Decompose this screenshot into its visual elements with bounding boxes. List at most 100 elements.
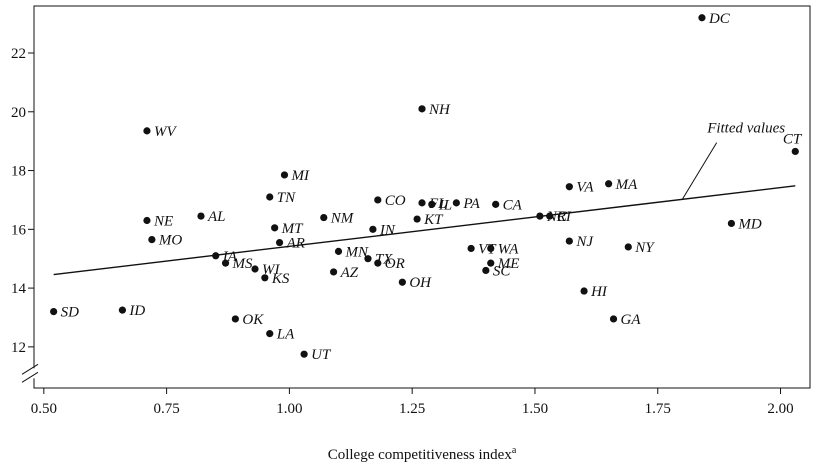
point-label-ut: UT <box>311 347 332 363</box>
point-label-sc: SC <box>493 263 512 279</box>
x-tick-label: 1.50 <box>522 401 548 417</box>
point-mn <box>334 247 343 255</box>
point-ca <box>492 200 500 208</box>
point-label-ks: KS <box>271 271 290 287</box>
point-label-az: AZ <box>340 265 359 281</box>
point-wi <box>251 265 259 273</box>
point-label-md: MD <box>737 216 761 232</box>
x-tick-label: 1.00 <box>276 401 302 417</box>
point-sc <box>482 266 490 275</box>
point-label-ok: OK <box>242 312 264 328</box>
point-ut <box>300 350 308 358</box>
y-tick-label: 12 <box>11 340 26 356</box>
point-label-ar: AR <box>286 236 305 252</box>
x-axis-title-text: College competitiveness index <box>328 447 513 463</box>
point-label-hi: HI <box>590 284 608 300</box>
point-label-oh: OH <box>409 275 432 291</box>
x-tick-label: 2.00 <box>767 401 793 417</box>
point-kt <box>413 215 421 223</box>
point-label-va: VA <box>576 180 594 196</box>
point-oh <box>398 278 406 286</box>
point-label-id: ID <box>128 303 145 319</box>
y-axis-ticks: 12 14 16 18 20 22 <box>11 46 34 356</box>
x-tick-label: 0.75 <box>153 401 179 417</box>
point-label-ct: CT <box>783 131 803 147</box>
point-label-mi: MI <box>290 168 309 184</box>
point-label-il: IL <box>438 197 452 213</box>
point-nc <box>536 212 544 220</box>
y-axis-break <box>21 363 39 383</box>
point-co <box>374 196 382 204</box>
point-label-nj: NJ <box>575 234 594 250</box>
x-tick-label: 1.25 <box>399 401 425 417</box>
x-tick-label: 1.75 <box>645 401 671 417</box>
point-label-nm: NM <box>330 211 355 227</box>
point-id <box>118 306 127 314</box>
point-tn <box>266 193 274 201</box>
point-label-tn: TN <box>277 190 296 206</box>
point-il <box>428 200 436 208</box>
point-label-sd: SD <box>61 305 80 321</box>
point-ms <box>221 259 230 267</box>
point-label-ga: GA <box>621 312 642 328</box>
point-wv <box>143 127 151 135</box>
point-ga <box>609 315 618 323</box>
point-in <box>369 225 377 233</box>
point-label-or: OR <box>385 256 405 272</box>
point-label-kt: KT <box>423 212 444 228</box>
point-label-ma: MA <box>615 177 638 193</box>
point-az <box>329 268 338 276</box>
point-pa <box>452 199 460 207</box>
point-label-ne: NE <box>153 214 173 230</box>
point-label-me: ME <box>497 256 520 272</box>
y-tick-label: 16 <box>11 222 27 238</box>
fitted-label-leader <box>681 142 718 200</box>
fitted-values-label: Fitted values <box>706 120 785 136</box>
y-tick-label: 20 <box>11 105 26 121</box>
point-label-mo: MO <box>158 233 182 249</box>
point-al <box>197 212 205 220</box>
point-label-al: AL <box>207 209 226 225</box>
point-label-ca: CA <box>503 197 523 213</box>
axis-break-gap <box>22 368 38 379</box>
point-vt <box>467 244 475 253</box>
point-ma <box>605 180 613 188</box>
point-nj <box>565 237 573 245</box>
plot-frame <box>33 5 811 389</box>
point-label-pa: PA <box>462 196 480 212</box>
point-label-dc: DC <box>708 11 731 27</box>
point-tx <box>364 255 372 263</box>
point-ks <box>261 274 269 282</box>
point-ct <box>791 147 799 156</box>
point-mi <box>280 171 289 179</box>
point-label-mn: MN <box>345 244 369 260</box>
point-mo <box>148 236 156 244</box>
point-label-mt: MT <box>281 221 304 237</box>
point-me <box>487 259 495 267</box>
point-ri <box>546 212 554 220</box>
point-label-wi: WI <box>262 262 280 278</box>
point-label-la: LA <box>276 327 295 343</box>
y-tick-label: 22 <box>11 46 26 62</box>
point-fl <box>418 199 426 207</box>
point-ok <box>231 315 239 323</box>
point-md <box>727 219 736 228</box>
point-or <box>374 259 382 267</box>
point-mt <box>271 224 279 232</box>
point-label-in: IN <box>379 222 396 238</box>
point-label-wv: WV <box>154 124 177 140</box>
x-tick-label: 0.50 <box>31 401 57 417</box>
point-label-nh: NH <box>428 102 451 118</box>
point-sd <box>50 308 58 316</box>
x-axis-ticks: 0.50 0.75 1.00 1.25 1.50 1.75 2.00 <box>31 388 794 417</box>
x-axis-title: College competitiveness indexa <box>328 445 517 463</box>
point-label-ms: MS <box>232 256 253 272</box>
fitted-line-group: Fitted values <box>53 120 796 276</box>
axis-break-slash <box>21 371 39 383</box>
point-label-fl: FL <box>428 196 447 212</box>
point-nm <box>320 213 328 222</box>
point-label-co: CO <box>385 193 406 209</box>
point-nh <box>418 105 426 113</box>
point-label-ri: RI <box>556 209 572 225</box>
